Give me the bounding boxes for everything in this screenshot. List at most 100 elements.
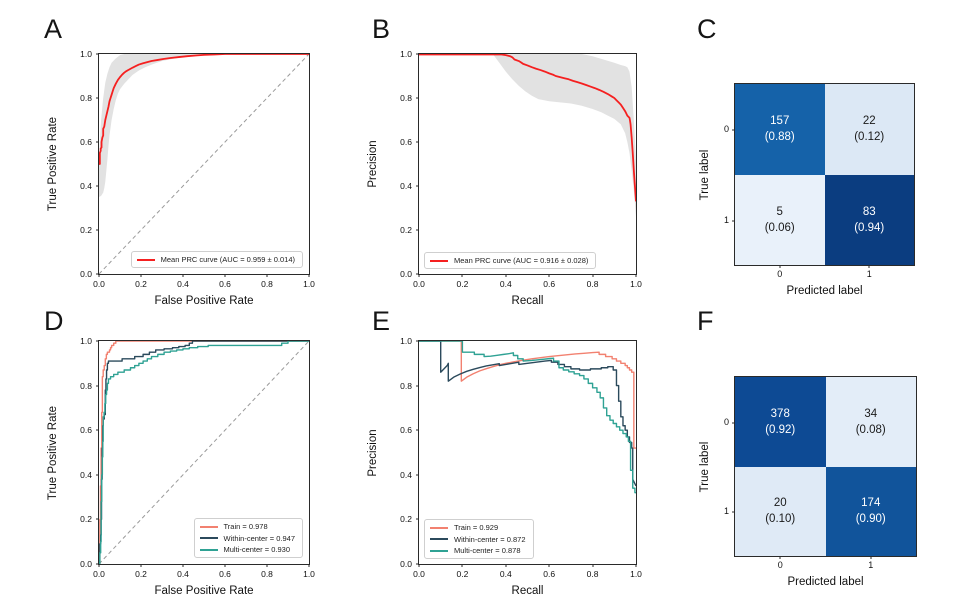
y-tick-mark	[416, 185, 419, 187]
curve-mean-prc-curve-auc-0-959-0-014-	[99, 54, 309, 164]
x-axis-label: Recall	[511, 585, 544, 597]
x-tick-mark	[635, 564, 637, 567]
legend-line-swatch	[430, 259, 448, 262]
x-tick-label: 1	[868, 560, 874, 570]
matrix-grid: 378 (0.92) 34 (0.08) 20 (0.10) 174 (0.90…	[735, 377, 916, 556]
y-tick-mark	[416, 518, 419, 520]
x-tick-mark	[182, 274, 184, 277]
x-tick-label: 0.0	[413, 279, 425, 289]
x-tick-label: 0.4	[177, 569, 189, 579]
x-tick-label: 0.0	[93, 279, 105, 289]
x-tick-mark	[98, 564, 100, 567]
x-tick-mark	[308, 274, 310, 277]
legend: Train = 0.978 Within-center = 0.947 Multi-…	[193, 518, 303, 558]
matrix-cell-true-positive: 174 (0.90)	[825, 466, 916, 556]
y-axis-label: True label	[699, 441, 711, 492]
x-tick-mark	[140, 274, 142, 277]
x-tick-mark	[266, 274, 268, 277]
legend-label: Within-center = 0.872	[454, 534, 526, 544]
legend-entry: Mean PRC curve (AUC = 0.959 ± 0.014)	[136, 255, 295, 264]
legend-line-swatch	[136, 258, 155, 261]
legend-entry: Multi-center = 0.878	[430, 546, 526, 555]
x-tick-mark	[98, 274, 100, 277]
cell-count: 83	[862, 205, 876, 218]
matrix-cell-true-positive: 83 (0.94)	[824, 174, 914, 265]
x-tick-label: 0.2	[456, 279, 469, 289]
y-tick-label: 1.0	[400, 49, 412, 59]
cell-fraction: (0.06)	[764, 221, 795, 234]
panel-b-prc-plot: Precision Recall 0.0 0.2 0.4 0.6 0.8 1.0 0.0 0.…	[367, 49, 642, 307]
x-tick-mark	[505, 564, 507, 567]
y-tick-label: 0.6	[80, 425, 92, 436]
y-tick-mark	[96, 185, 99, 187]
matrix-cell-false-positive: 22 (0.12)	[824, 84, 914, 175]
confidence-band	[99, 54, 309, 197]
y-tick-label: 0.2	[80, 225, 92, 235]
y-tick-label: 0.8	[400, 93, 412, 103]
x-axis-label: Recall	[511, 295, 544, 307]
panel-label-f: F	[697, 306, 714, 336]
legend-entry: Train = 0.929	[430, 523, 526, 532]
legend-label: Train = 0.978	[223, 522, 268, 531]
x-tick-label: 0.8	[586, 569, 599, 579]
x-tick-label: 0.0	[93, 569, 105, 579]
legend: Train = 0.929 Within-center = 0.872 Multi-…	[424, 519, 534, 559]
legend-label: Multi-center = 0.878	[454, 546, 521, 555]
legend-label: Multi-center = 0.930	[223, 545, 291, 554]
cell-count: 5	[776, 205, 783, 218]
curve-mean-prc-curve-auc-0-916-0-028-	[419, 54, 636, 201]
x-tick-mark	[418, 564, 420, 567]
legend-label: Mean PRC curve (AUC = 0.916 ± 0.028)	[454, 256, 589, 265]
cell-count: 157	[770, 115, 790, 128]
cell-fraction: (0.90)	[855, 513, 886, 526]
x-tick-label: 1	[866, 269, 872, 279]
y-tick-label: 0.4	[80, 469, 92, 480]
cell-fraction: (0.08)	[855, 423, 886, 436]
x-tick-mark	[592, 564, 594, 567]
y-tick-label: 0.8	[400, 380, 412, 391]
y-axis-label: Precision	[367, 428, 379, 477]
x-tick-mark	[224, 564, 226, 567]
y-axis-label: True Positive Rate	[47, 116, 59, 212]
x-tick-label: 0.8	[261, 569, 273, 579]
y-tick-mark	[732, 511, 735, 513]
y-tick-label: 0.0	[400, 269, 412, 279]
panel-f-confusion-matrix: 378 (0.92) 34 (0.08) 20 (0.10) 174 (0.90…	[699, 376, 917, 588]
y-tick-label: 0.6	[80, 137, 92, 147]
y-tick-mark	[96, 53, 99, 55]
x-tick-label: 0.6	[219, 279, 231, 289]
y-tick-label: 0.8	[80, 93, 92, 103]
y-tick-label: 0.6	[400, 137, 412, 147]
x-tick-label: 0.4	[499, 569, 512, 579]
chance-diagonal-line	[99, 54, 309, 274]
panel-label-a: A	[44, 14, 63, 44]
x-tick-mark	[592, 274, 594, 277]
legend-line-swatch	[199, 525, 218, 528]
x-tick-mark	[779, 265, 781, 268]
y-tick-label: 1.0	[80, 49, 92, 59]
x-axis-label: Predicted label	[786, 285, 863, 297]
y-axis-label: True Positive Rate	[47, 405, 59, 500]
x-tick-mark	[308, 564, 310, 567]
y-tick-mark	[416, 273, 419, 275]
y-tick-label: 0.4	[400, 469, 412, 480]
x-tick-mark	[461, 564, 463, 567]
y-tick-mark	[732, 220, 735, 222]
x-tick-label: 0.2	[135, 569, 147, 579]
y-tick-mark	[96, 273, 99, 275]
y-tick-label: 0.0	[80, 269, 92, 279]
y-tick-mark	[416, 97, 419, 99]
matrix-grid: 157 (0.88) 22 (0.12) 5 (0.06) 83 (0.94)	[735, 84, 914, 265]
y-tick-mark	[96, 141, 99, 143]
cell-count: 174	[861, 497, 881, 510]
legend: Mean PRC curve (AUC = 0.959 ± 0.014)	[130, 251, 303, 268]
x-tick-label: 0.8	[261, 279, 273, 289]
plot-canvas	[99, 54, 309, 274]
x-tick-mark	[224, 274, 226, 277]
y-tick-mark	[96, 563, 99, 565]
cell-fraction: (0.94)	[854, 221, 885, 234]
legend: Mean PRC curve (AUC = 0.916 ± 0.028)	[424, 252, 597, 269]
x-tick-mark	[418, 274, 420, 277]
legend-line-swatch	[199, 548, 218, 551]
